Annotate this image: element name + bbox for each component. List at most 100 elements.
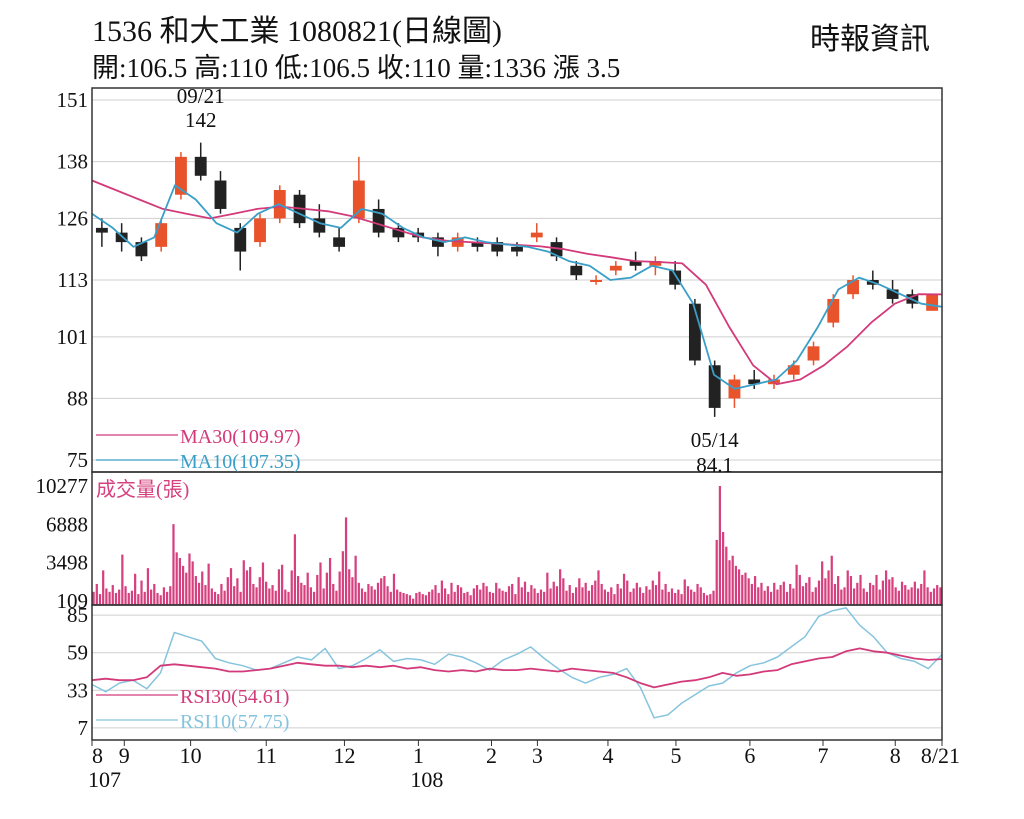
volume-bar bbox=[900, 581, 904, 605]
candle-body bbox=[491, 242, 504, 252]
volume-bar bbox=[95, 583, 98, 605]
volume-bar bbox=[472, 588, 475, 605]
volume-bar bbox=[172, 524, 175, 605]
volume-bar bbox=[245, 570, 249, 605]
indicator-lines bbox=[91, 179, 943, 719]
volume-bar bbox=[239, 591, 242, 605]
volume-bar bbox=[546, 572, 549, 605]
volume-bar bbox=[412, 598, 415, 605]
volume-bar bbox=[808, 577, 811, 605]
volume-bar bbox=[437, 592, 440, 605]
volume-bar bbox=[268, 588, 271, 605]
volume-bar bbox=[619, 588, 622, 605]
volume-bar bbox=[383, 576, 386, 605]
volume-bar bbox=[447, 594, 450, 605]
candle-body bbox=[392, 227, 405, 238]
volume-bar bbox=[185, 572, 188, 605]
volume-bar bbox=[392, 573, 396, 605]
volume-bar bbox=[418, 591, 421, 605]
volume-bar bbox=[479, 589, 482, 605]
volume-bar bbox=[156, 592, 159, 605]
ma10-legend-label: MA10(107.35) bbox=[180, 451, 301, 473]
volume-bar bbox=[792, 588, 795, 605]
candle-body bbox=[708, 365, 721, 408]
volume-bar bbox=[549, 588, 552, 605]
volume-bar bbox=[386, 586, 389, 605]
volume-bar bbox=[287, 591, 290, 605]
volume-tick-label: 3498 bbox=[46, 551, 88, 575]
volume-bar bbox=[380, 578, 383, 605]
volume-bar bbox=[862, 588, 865, 605]
volume-bar bbox=[638, 587, 642, 605]
volume-bar bbox=[897, 590, 900, 605]
volume-bar bbox=[223, 590, 226, 605]
volume-bar bbox=[715, 539, 718, 605]
volume-bar bbox=[495, 582, 498, 605]
candle-body bbox=[550, 242, 563, 257]
volume-bar bbox=[635, 582, 638, 605]
volume-bar bbox=[830, 555, 833, 605]
volume-bar bbox=[408, 595, 412, 605]
volume-bar bbox=[555, 586, 559, 605]
volume-bar bbox=[616, 583, 619, 605]
candle-body bbox=[649, 261, 662, 266]
volume-bar bbox=[683, 579, 686, 605]
volume-bar bbox=[242, 560, 245, 605]
volume-bar bbox=[213, 591, 217, 605]
volume-bar bbox=[837, 576, 840, 605]
volume-bar bbox=[782, 581, 785, 605]
volume-bar bbox=[670, 588, 674, 605]
volume-bar bbox=[281, 564, 284, 605]
volume-bar bbox=[114, 592, 118, 605]
volume-bar bbox=[824, 578, 827, 605]
volume-bar bbox=[744, 572, 747, 605]
volume-bar bbox=[878, 589, 881, 605]
volume-bar bbox=[367, 583, 370, 605]
volume-bar bbox=[98, 594, 102, 605]
volume-bar bbox=[600, 583, 603, 605]
volume-bar bbox=[169, 586, 172, 605]
candle-body bbox=[115, 232, 128, 243]
volume-bar bbox=[328, 557, 332, 605]
volume-bar bbox=[207, 563, 210, 605]
volume-bar bbox=[910, 587, 913, 605]
volume-bar bbox=[277, 569, 281, 605]
volume-bar bbox=[341, 551, 344, 605]
volume-bar bbox=[514, 594, 517, 605]
volume-bar bbox=[779, 585, 782, 605]
candle-body bbox=[155, 223, 168, 247]
volume-bar bbox=[463, 592, 466, 605]
volume-bar bbox=[284, 589, 287, 605]
volume-bar bbox=[482, 582, 485, 605]
volume-bar bbox=[559, 569, 562, 605]
volume-bar bbox=[562, 578, 565, 605]
volume-bar bbox=[728, 560, 731, 605]
x-tick-label: 4 bbox=[602, 743, 613, 768]
volume-bar bbox=[648, 589, 651, 605]
candle-body bbox=[669, 270, 682, 285]
volume-bar bbox=[916, 588, 920, 605]
volume-bar bbox=[702, 592, 706, 605]
volume-bar bbox=[396, 589, 399, 605]
volume-bar bbox=[233, 586, 236, 605]
volume-bar bbox=[520, 587, 523, 605]
volume-bar bbox=[539, 589, 543, 605]
volume-bar bbox=[632, 588, 635, 605]
volume-bar bbox=[325, 572, 328, 605]
volume-bar bbox=[252, 583, 255, 605]
candle-body bbox=[847, 280, 859, 295]
rsi-tick-label: 7 bbox=[78, 716, 89, 740]
volume-bar bbox=[801, 586, 805, 605]
volume-bar bbox=[405, 594, 408, 605]
candle-body bbox=[886, 289, 899, 299]
volume-bar bbox=[296, 576, 300, 605]
volume-bar bbox=[428, 591, 431, 605]
candle-body bbox=[570, 265, 583, 276]
x-tick-label: 5 bbox=[670, 743, 681, 768]
volume-bar bbox=[527, 591, 530, 605]
candle-body bbox=[827, 298, 840, 323]
volume-bar bbox=[332, 583, 335, 605]
volume-bar bbox=[229, 568, 233, 605]
volume-bar bbox=[255, 587, 258, 605]
